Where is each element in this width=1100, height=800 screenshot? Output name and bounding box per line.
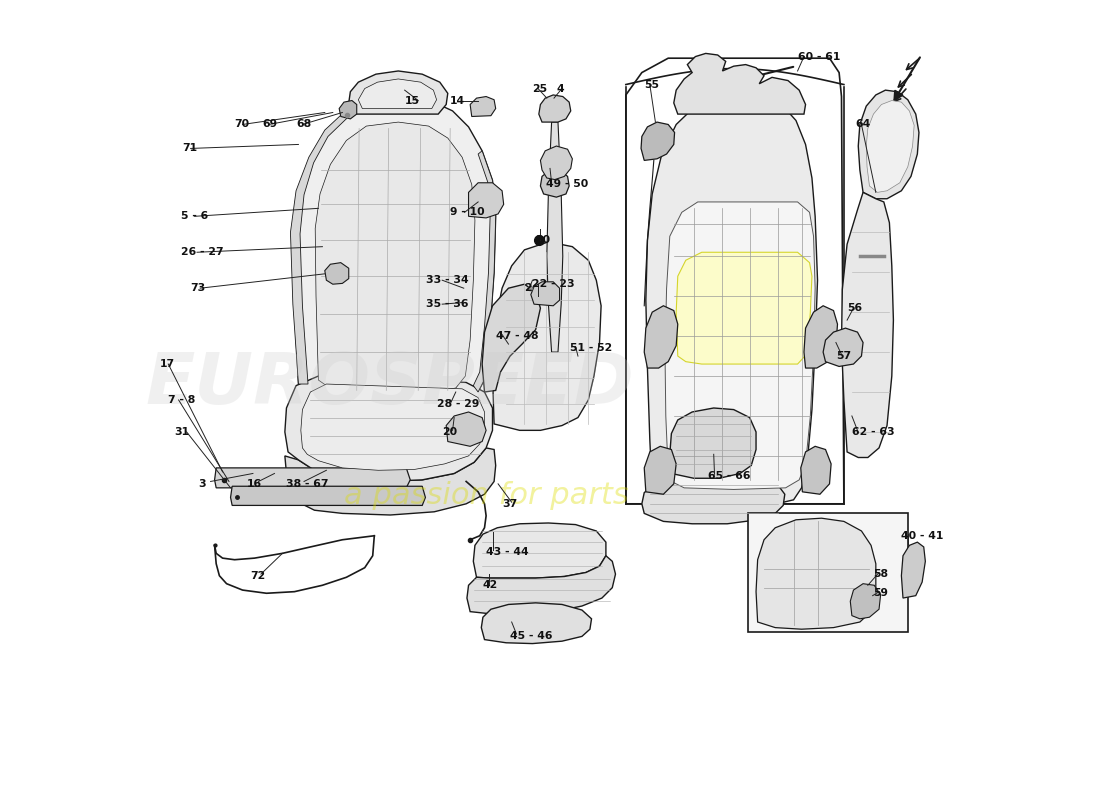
Polygon shape [804,306,837,368]
Text: 72: 72 [251,570,266,581]
Text: 55: 55 [645,79,659,90]
Polygon shape [290,101,367,384]
Polygon shape [674,54,805,114]
Text: 17: 17 [161,359,175,369]
Polygon shape [293,98,496,406]
Text: 43 - 44: 43 - 44 [486,546,529,557]
Polygon shape [645,446,676,494]
Polygon shape [867,101,914,192]
Text: 49 - 50: 49 - 50 [546,179,589,190]
Text: 71: 71 [183,143,198,154]
Polygon shape [482,284,540,392]
Text: 9 - 10: 9 - 10 [450,207,485,218]
Polygon shape [470,97,496,117]
Polygon shape [540,170,569,197]
Text: 73: 73 [190,283,206,293]
Polygon shape [447,412,486,446]
Text: 40 - 41: 40 - 41 [901,530,944,541]
Text: 16: 16 [246,479,262,489]
Text: 64: 64 [855,119,870,130]
Polygon shape [670,408,756,478]
Text: 28 - 29: 28 - 29 [437,399,478,409]
Polygon shape [214,468,410,488]
Text: 31: 31 [175,427,190,437]
Text: 57: 57 [836,351,851,361]
Text: 14: 14 [450,95,465,106]
Text: 42: 42 [483,580,498,590]
Text: 62 - 63: 62 - 63 [851,427,894,437]
Text: 56: 56 [847,303,862,313]
Polygon shape [285,376,493,482]
Polygon shape [823,328,864,366]
Text: 51 - 52: 51 - 52 [570,343,613,353]
Text: 47 - 48: 47 - 48 [496,331,538,341]
Text: 37: 37 [502,499,517,509]
Text: 26 - 27: 26 - 27 [182,247,223,258]
Polygon shape [641,475,784,524]
Polygon shape [858,90,918,198]
Polygon shape [801,446,832,494]
Text: 20: 20 [442,427,458,437]
Polygon shape [645,306,678,368]
Polygon shape [539,95,571,122]
Text: 30: 30 [536,235,551,246]
Text: 69: 69 [263,119,277,130]
Polygon shape [850,584,881,619]
Text: 7 - 8: 7 - 8 [168,395,196,405]
Text: 45 - 46: 45 - 46 [510,630,552,641]
Text: 3: 3 [199,479,206,489]
Polygon shape [316,122,475,394]
Text: 68: 68 [296,119,311,130]
Polygon shape [339,101,356,119]
Text: 38 - 67: 38 - 67 [286,479,329,489]
Polygon shape [473,523,606,578]
Polygon shape [493,242,601,430]
Polygon shape [349,71,448,114]
Text: a passion for parts: a passion for parts [343,482,628,510]
Polygon shape [482,603,592,643]
Polygon shape [531,282,560,306]
Polygon shape [285,448,496,515]
Text: 25: 25 [532,83,548,94]
Polygon shape [842,192,893,458]
Text: 35 - 36: 35 - 36 [426,299,469,309]
Text: 33 - 34: 33 - 34 [426,275,469,286]
Text: 5 - 6: 5 - 6 [182,211,208,222]
Text: 2: 2 [524,283,531,293]
Polygon shape [666,202,815,490]
Polygon shape [231,486,426,506]
Text: 59: 59 [873,588,889,598]
Polygon shape [469,182,504,218]
Polygon shape [547,122,563,352]
Text: EUROSPEED: EUROSPEED [146,350,635,418]
Text: 58: 58 [873,569,889,579]
Polygon shape [300,384,484,470]
Text: 60 - 61: 60 - 61 [798,51,840,62]
Polygon shape [646,95,817,508]
Polygon shape [473,151,496,392]
Text: 65 - 66: 65 - 66 [708,471,750,481]
Polygon shape [466,556,616,614]
Text: 4: 4 [557,83,564,94]
Text: 15: 15 [405,95,420,106]
Polygon shape [901,542,925,598]
Polygon shape [359,79,437,109]
Text: 22 - 23: 22 - 23 [532,279,575,290]
Polygon shape [756,518,876,630]
Text: 70: 70 [234,119,250,130]
Polygon shape [641,122,674,161]
Polygon shape [324,262,349,284]
Polygon shape [676,252,812,364]
Polygon shape [540,146,572,179]
Bar [748,514,907,631]
